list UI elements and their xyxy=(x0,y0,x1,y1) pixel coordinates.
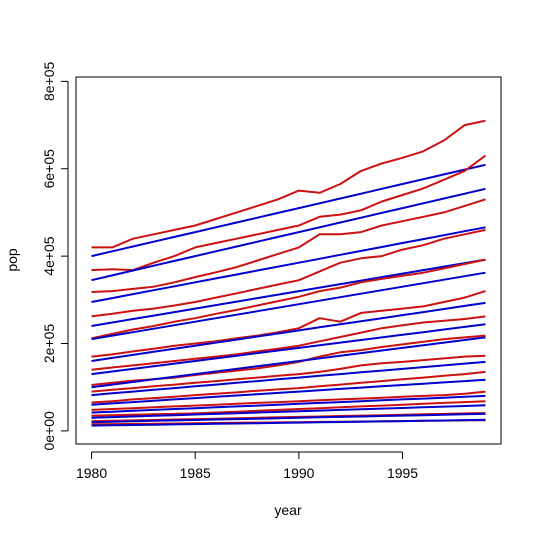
fitted-line-9 xyxy=(91,271,486,341)
observed-line-2 xyxy=(91,154,487,272)
fitted-line-7 xyxy=(91,258,486,327)
x-axis-title: year xyxy=(274,502,302,518)
fitted-line-3 xyxy=(91,187,486,282)
fitted-line-21 xyxy=(91,394,486,414)
observed-line-16 xyxy=(91,354,486,393)
y-axis: 0e+00 2e+05 4e+05 6e+05 8e+05 xyxy=(41,61,69,451)
x-tick-label-1980: 1980 xyxy=(76,465,107,481)
fitted-line-5 xyxy=(91,226,486,303)
observed-line-6 xyxy=(91,228,486,318)
fitted-line-23 xyxy=(91,404,486,419)
y-tick-label-0: 0e+00 xyxy=(41,411,57,451)
observed-line-10 xyxy=(91,290,486,358)
fitted-line-19 xyxy=(91,378,486,406)
x-tick-label-1990: 1990 xyxy=(283,465,314,481)
plot-frame xyxy=(75,76,502,445)
observed-line-4 xyxy=(91,198,486,293)
observed-line-0 xyxy=(91,119,486,249)
series-layer xyxy=(91,119,487,427)
y-tick-label-200000: 2e+05 xyxy=(41,324,57,364)
observed-line-18 xyxy=(91,370,486,404)
fitted-line-17 xyxy=(91,360,486,397)
observed-line-20 xyxy=(91,390,486,411)
y-tick-label-600000: 6e+05 xyxy=(41,149,57,189)
observed-line-12 xyxy=(91,315,486,371)
fitted-line-15 xyxy=(91,336,486,389)
fitted-line-11 xyxy=(91,301,486,362)
fitted-line-25 xyxy=(91,412,486,424)
fitted-line-1 xyxy=(91,163,486,258)
x-tick-label-1995: 1995 xyxy=(387,465,418,481)
y-tick-label-800000: 8e+05 xyxy=(41,61,57,101)
x-tick-label-1985: 1985 xyxy=(180,465,211,481)
fitted-line-13 xyxy=(91,323,486,376)
y-axis-title: pop xyxy=(4,248,20,272)
fitted-line-27 xyxy=(91,418,486,427)
observed-line-8 xyxy=(91,258,486,340)
observed-line-22 xyxy=(91,400,486,417)
x-axis: 1980 1985 1990 1995 xyxy=(76,451,418,481)
y-tick-label-400000: 4e+05 xyxy=(41,236,57,276)
